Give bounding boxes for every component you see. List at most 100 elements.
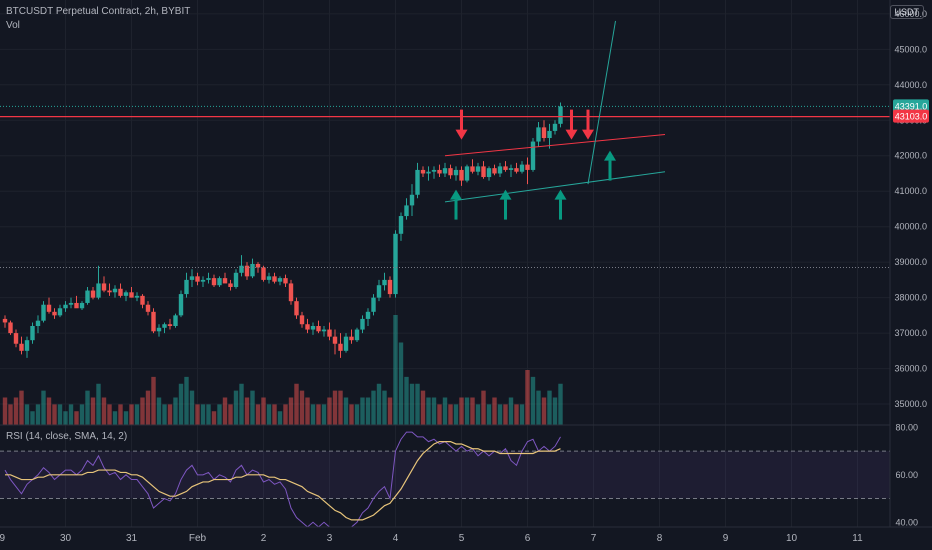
candle	[277, 276, 283, 286]
candle	[173, 313, 178, 328]
price-tick-label: 46000.0	[894, 9, 927, 19]
volume-bar	[398, 342, 404, 425]
volume-bar	[35, 404, 41, 425]
candle-body	[195, 276, 200, 282]
currency-badge[interactable]: USDT	[889, 5, 924, 19]
volume-bar	[338, 390, 343, 425]
price-tag-label: 43391.0	[895, 101, 928, 111]
candle-body	[332, 336, 338, 344]
candle	[250, 258, 255, 279]
candle	[52, 308, 57, 319]
candle	[24, 336, 30, 358]
volume-bar	[63, 411, 68, 425]
volume-bar	[151, 376, 156, 425]
rsi-line	[4, 431, 561, 528]
volume-bar	[244, 397, 250, 425]
price-tick-label: 37000.0	[894, 328, 927, 338]
candle-body	[382, 279, 387, 286]
candle-body	[211, 278, 217, 286]
candle-body	[393, 233, 398, 295]
price-tick-label: 41000.0	[894, 186, 927, 196]
candle-body	[497, 166, 503, 174]
volume-bar	[184, 376, 189, 425]
candle-body	[156, 327, 162, 332]
candle-body	[162, 324, 167, 328]
candle	[167, 318, 173, 330]
volume-bar	[200, 404, 206, 425]
candle-body	[145, 304, 151, 312]
candle	[178, 290, 184, 318]
candle-body	[558, 106, 563, 124]
candle-body	[239, 265, 244, 273]
candle-body	[541, 127, 547, 139]
candle	[332, 329, 338, 355]
candle	[404, 198, 409, 220]
candle-body	[519, 164, 525, 172]
volume-bar	[459, 397, 464, 425]
volume-bar	[255, 404, 261, 425]
volume-bar	[453, 404, 459, 425]
rsi-ma-line	[5, 441, 561, 521]
candle	[552, 120, 558, 135]
candle-body	[426, 171, 431, 174]
candle	[96, 265, 101, 300]
up-arrow-icon	[554, 189, 567, 220]
candle-body	[68, 302, 74, 305]
candle	[206, 272, 211, 284]
volume-bar	[261, 397, 266, 425]
time-tick-label: 9	[723, 533, 729, 544]
candle-body	[552, 123, 558, 131]
candle	[530, 138, 536, 172]
candle-body	[189, 276, 195, 280]
candle	[316, 320, 321, 334]
candle-body	[294, 301, 299, 316]
time-tick-label: 8	[657, 533, 663, 544]
candle	[382, 272, 387, 291]
candle-body	[283, 278, 288, 284]
candle	[371, 294, 376, 316]
candle-body	[52, 311, 57, 316]
candle	[415, 162, 420, 199]
candle	[195, 272, 200, 286]
trend-spike-line	[587, 20, 616, 185]
down-arrow-icon	[455, 109, 468, 140]
volume-bar	[167, 404, 173, 425]
candle-body	[35, 320, 41, 327]
volume-bar	[57, 404, 63, 425]
candle	[398, 212, 404, 241]
volume-bar	[305, 397, 310, 425]
candle-body	[321, 329, 327, 332]
price-grid	[0, 0, 890, 527]
price-tag	[893, 99, 929, 113]
time-tick-label: 11	[852, 533, 863, 544]
price-tick-label: 45000.0	[894, 44, 927, 54]
volume-bar	[503, 404, 508, 425]
candle	[481, 161, 486, 179]
arrow-head	[582, 129, 594, 140]
candles	[2, 102, 563, 358]
candle-body	[448, 168, 453, 176]
candle	[459, 166, 464, 186]
candle	[140, 294, 145, 309]
time-tick-label: 2	[261, 533, 267, 544]
channel-upper-line	[444, 133, 666, 157]
candle	[486, 166, 492, 181]
candle-body	[217, 278, 222, 286]
price-tick-label: 38000.0	[894, 293, 927, 303]
rsi-legend: RSI (14, close, SMA, 14, 2)	[6, 431, 128, 442]
candle-body	[530, 141, 536, 170]
volume-bar	[13, 397, 19, 425]
volume-bar	[332, 390, 338, 425]
candle-body	[475, 166, 481, 172]
volume-legend: Vol	[6, 20, 20, 31]
candle	[19, 336, 24, 355]
candle-body	[371, 297, 376, 312]
candle	[536, 122, 541, 147]
volume-bar	[387, 397, 393, 425]
volume-bar	[525, 370, 530, 425]
volume-bar	[79, 404, 85, 425]
candle	[85, 286, 90, 305]
volume-bar	[283, 404, 288, 425]
rsi-tick-label: 40.00	[895, 517, 918, 527]
